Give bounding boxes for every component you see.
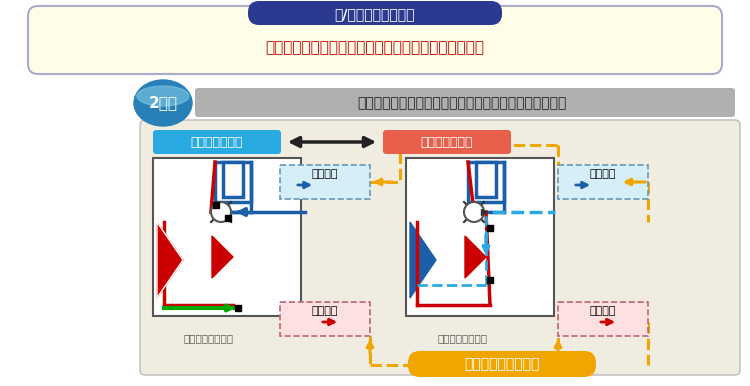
Polygon shape	[410, 222, 436, 298]
Bar	[223, 162, 243, 197]
Circle shape	[211, 202, 231, 222]
Text: 暖房主体モード: 暖房主体モード	[421, 135, 473, 149]
Text: ・圧縮機の停止不要　　・切換時の冷媒流動音を抑制: ・圧縮機の停止不要 ・切換時の冷媒流動音を抑制	[266, 41, 484, 56]
Bar	[280, 302, 370, 336]
Polygon shape	[213, 209, 219, 217]
Text: 冷/暖モード切換時も: 冷/暖モード切換時も	[334, 7, 416, 21]
Bar	[558, 302, 648, 336]
Text: 高圧ガス: 高圧ガス	[590, 306, 616, 316]
Text: 低圧二相: 低圧二相	[590, 169, 616, 179]
Text: 圧縮機の運転を停止することなく運転モードの切換実施: 圧縮機の運転を停止することなく運転モードの切換実施	[357, 96, 567, 110]
Ellipse shape	[137, 86, 189, 106]
Bar	[153, 158, 301, 316]
Polygon shape	[223, 207, 229, 215]
FancyBboxPatch shape	[140, 120, 740, 375]
FancyBboxPatch shape	[383, 130, 511, 154]
Text: 〈室外ユニット〉: 〈室外ユニット〉	[184, 333, 234, 343]
Polygon shape	[212, 236, 233, 278]
Bar	[476, 162, 496, 197]
Text: 低圧ガス: 低圧ガス	[312, 169, 338, 179]
FancyBboxPatch shape	[195, 88, 735, 117]
Text: 〈室外ユニット〉: 〈室外ユニット〉	[438, 333, 488, 343]
Bar	[558, 165, 648, 199]
Text: 流れ方向が常に一定: 流れ方向が常に一定	[464, 357, 540, 371]
Bar	[215, 162, 251, 202]
Bar	[280, 165, 370, 199]
Text: 高圧二相: 高圧二相	[312, 306, 338, 316]
Bar	[468, 162, 504, 202]
Circle shape	[464, 202, 484, 222]
Polygon shape	[157, 222, 183, 298]
FancyBboxPatch shape	[408, 351, 596, 377]
FancyBboxPatch shape	[248, 1, 502, 25]
Text: 2管式: 2管式	[148, 95, 178, 110]
Ellipse shape	[134, 80, 192, 126]
FancyBboxPatch shape	[153, 130, 281, 154]
FancyBboxPatch shape	[28, 6, 722, 74]
Text: 冷房主体モード: 冷房主体モード	[190, 135, 243, 149]
Bar	[406, 158, 554, 316]
Polygon shape	[465, 236, 486, 278]
